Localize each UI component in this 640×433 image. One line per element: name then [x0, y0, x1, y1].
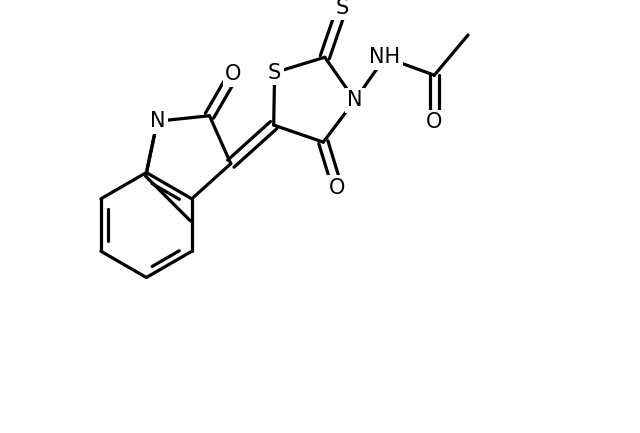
Text: O: O [426, 113, 442, 132]
Text: O: O [329, 178, 346, 198]
Text: N: N [347, 90, 363, 110]
Text: O: O [225, 65, 241, 84]
Text: N: N [150, 111, 165, 131]
Text: S: S [335, 0, 349, 18]
Text: NH: NH [369, 47, 401, 67]
Text: S: S [268, 63, 281, 83]
